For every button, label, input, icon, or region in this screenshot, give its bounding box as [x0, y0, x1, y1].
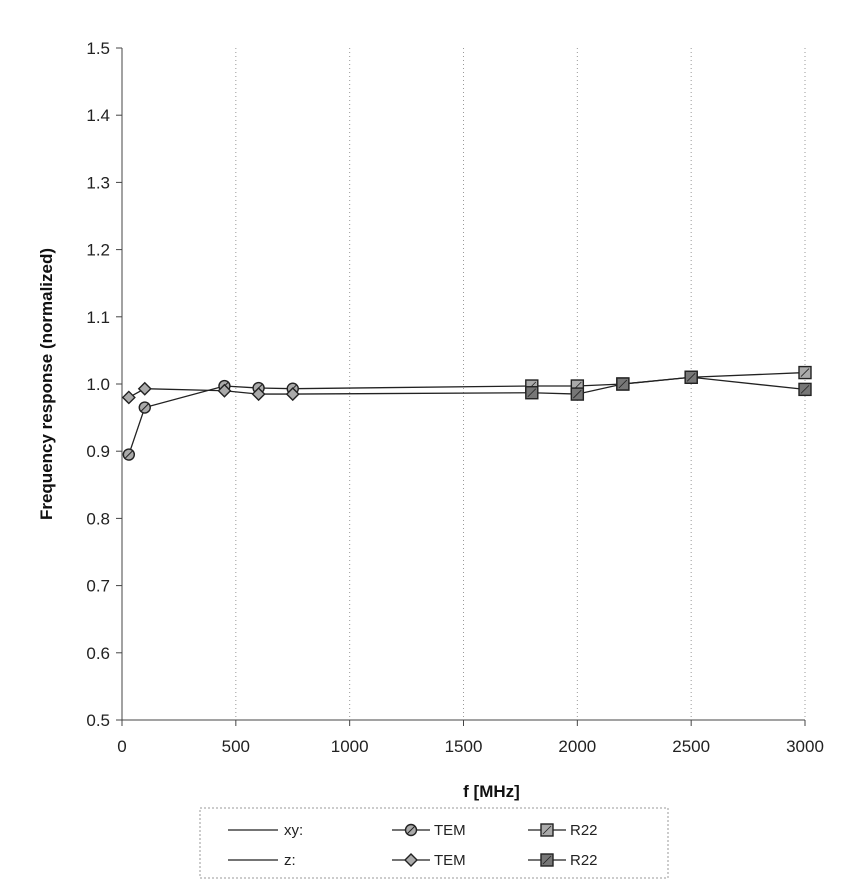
connector-line-1 — [292, 392, 532, 395]
x-tick-label-0: 0 — [117, 737, 126, 756]
series-0-point-0 — [122, 448, 136, 461]
y-tick-label-6: 1.1 — [86, 308, 110, 327]
series-2-point-4 — [798, 365, 812, 380]
x-axis-label: f [MHz] — [463, 782, 520, 801]
x-tick-labels: 0 500 1000 1500 2000 2500 3000 — [117, 737, 824, 756]
series-3-point-2 — [616, 377, 630, 391]
y-tick-label-9: 1.4 — [86, 106, 110, 125]
x-tick-label-6: 3000 — [786, 737, 824, 756]
x-tick-label-2: 1000 — [331, 737, 369, 756]
legend-label-0-0: TEM — [434, 822, 466, 839]
y-tick-label-0: 0.5 — [86, 711, 110, 730]
series-layer — [121, 365, 812, 461]
series-3-point-4 — [798, 382, 812, 397]
legend-box — [199, 807, 669, 879]
legend-label-1-0: TEM — [434, 852, 466, 869]
y-tick-label-7: 1.2 — [86, 241, 110, 260]
series-3-point-3 — [684, 370, 698, 384]
y-axis-label: Frequency response (normalized) — [37, 248, 56, 520]
legend-group-label-0: xy: — [284, 822, 303, 839]
legend-marker-1-1 — [540, 853, 554, 867]
series-line-0 — [128, 385, 293, 455]
x-tick-label-4: 2000 — [558, 737, 596, 756]
series-line-1 — [128, 388, 293, 399]
series-3-point-1 — [570, 387, 585, 401]
legend-marker-1-0 — [404, 853, 418, 867]
y-tick-label-1: 0.6 — [86, 644, 110, 663]
legend-marker-0-1 — [540, 823, 554, 837]
series-1-point-3 — [251, 387, 266, 402]
legend: xy: TEM R22 z: TEM R22 — [199, 807, 669, 879]
y-tick-label-10: 1.5 — [86, 39, 110, 58]
x-tick-label-3: 1500 — [445, 737, 483, 756]
x-tick-label-1: 500 — [222, 737, 250, 756]
y-tick-labels: 0.5 0.6 0.7 0.8 0.9 1.0 1.1 1.2 1.3 1.4 1.5 — [86, 39, 110, 730]
x-tick-label-5: 2500 — [672, 737, 710, 756]
legend-label-0-1: R22 — [570, 822, 598, 839]
legend-label-1-1: R22 — [570, 852, 598, 869]
y-tick-label-2: 0.7 — [86, 577, 110, 596]
series-1-point-0 — [121, 390, 136, 405]
series-1-point-4 — [285, 387, 300, 402]
y-tick-label-5: 1.0 — [86, 375, 110, 394]
grid — [235, 48, 806, 720]
series-1-point-1 — [137, 381, 152, 396]
legend-marker-0-0 — [404, 823, 418, 837]
y-tick-label-8: 1.3 — [86, 173, 110, 192]
legend-group-label-1: z: — [284, 852, 296, 869]
y-tick-label-3: 0.8 — [86, 509, 110, 528]
series-0-point-1 — [138, 401, 151, 414]
series-1-point-2 — [217, 383, 232, 398]
y-tick-label-4: 0.9 — [86, 442, 110, 461]
series-3-point-0 — [525, 386, 539, 400]
axes — [116, 47, 806, 726]
connector-line-0 — [292, 385, 532, 390]
